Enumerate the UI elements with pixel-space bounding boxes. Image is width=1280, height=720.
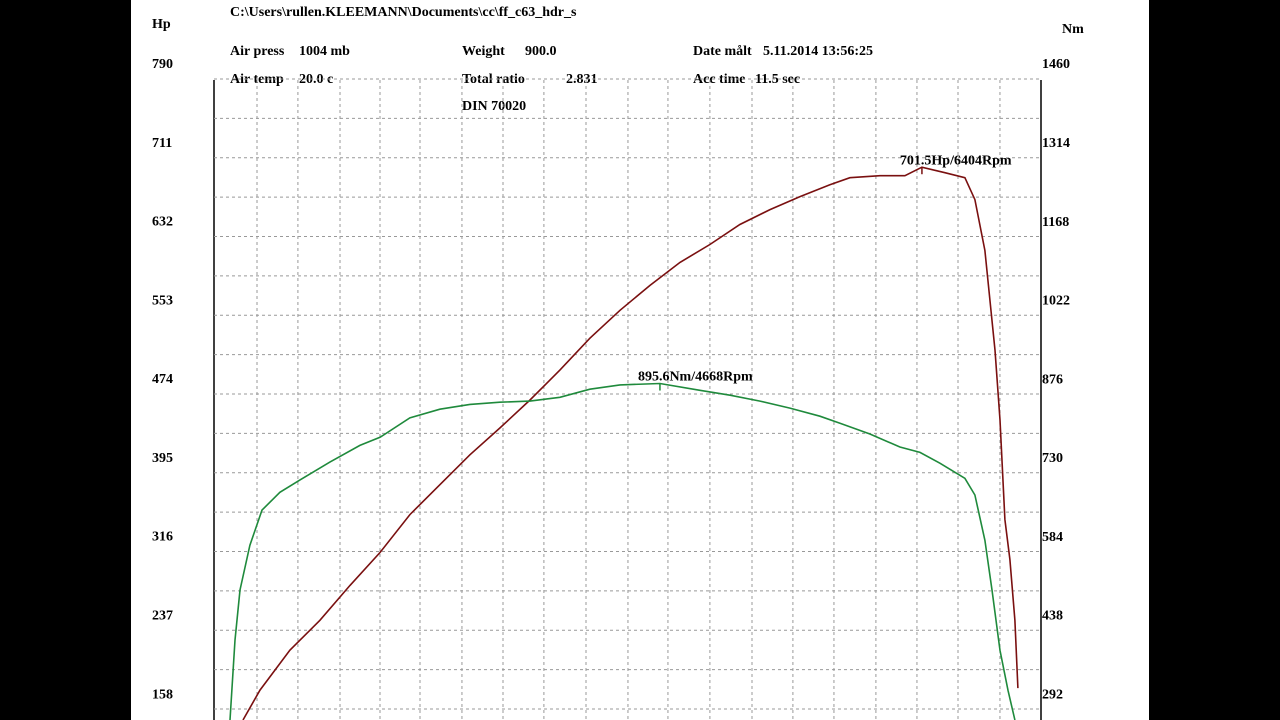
y-tick-label: 395 [152,451,173,466]
header-label: Total ratio [462,72,525,87]
peak-label: 895.6Nm/4668Rpm [638,370,753,385]
curve [242,166,1019,720]
y2-tick-label: 1314 [1042,136,1070,151]
header-value: 900.0 [525,44,557,59]
header-label: Air temp [230,72,284,87]
y-tick-label: 711 [152,136,172,151]
y2-tick-label: 1168 [1042,215,1069,230]
header-value: 11.5 sec [755,72,800,87]
header-label: Weight [462,44,505,59]
y-tick-label: 632 [152,215,173,230]
y2-tick-label: 584 [1042,530,1063,545]
left-border [0,0,131,720]
y2-axis-label: Nm [1062,22,1084,37]
y2-tick-label: 876 [1042,372,1063,387]
chart-background [131,0,1149,720]
header-value: 1004 mb [299,44,350,59]
header-label: Air press [230,44,285,59]
right-border [1149,0,1280,720]
curve [229,382,1016,720]
y2-tick-label: 292 [1042,687,1063,702]
header-value: 20.0 c [299,72,333,87]
y2-tick-label: 1022 [1042,294,1070,309]
y-axis-label: Hp [152,17,171,32]
peak-label: 701.5Hp/6404Rpm [900,153,1012,168]
y-tick-label: 316 [152,530,173,545]
y-tick-label: 474 [152,372,173,387]
y-tick-label: 790 [152,57,173,72]
y-tick-label: 158 [152,687,173,702]
standard: DIN 70020 [462,99,526,114]
y2-tick-label: 1460 [1042,57,1070,72]
header-label: Acc time [693,72,745,87]
header-value: 5.11.2014 13:56:25 [763,44,873,59]
header-value: 2.831 [566,72,598,87]
y-tick-label: 237 [152,608,173,623]
y2-tick-label: 730 [1042,451,1063,466]
header-label: Date målt [693,44,752,59]
file-path: C:\Users\rullen.KLEEMANN\Documents\cc\ff… [230,5,577,20]
y2-tick-label: 438 [1042,609,1063,624]
y-tick-label: 553 [152,293,173,308]
